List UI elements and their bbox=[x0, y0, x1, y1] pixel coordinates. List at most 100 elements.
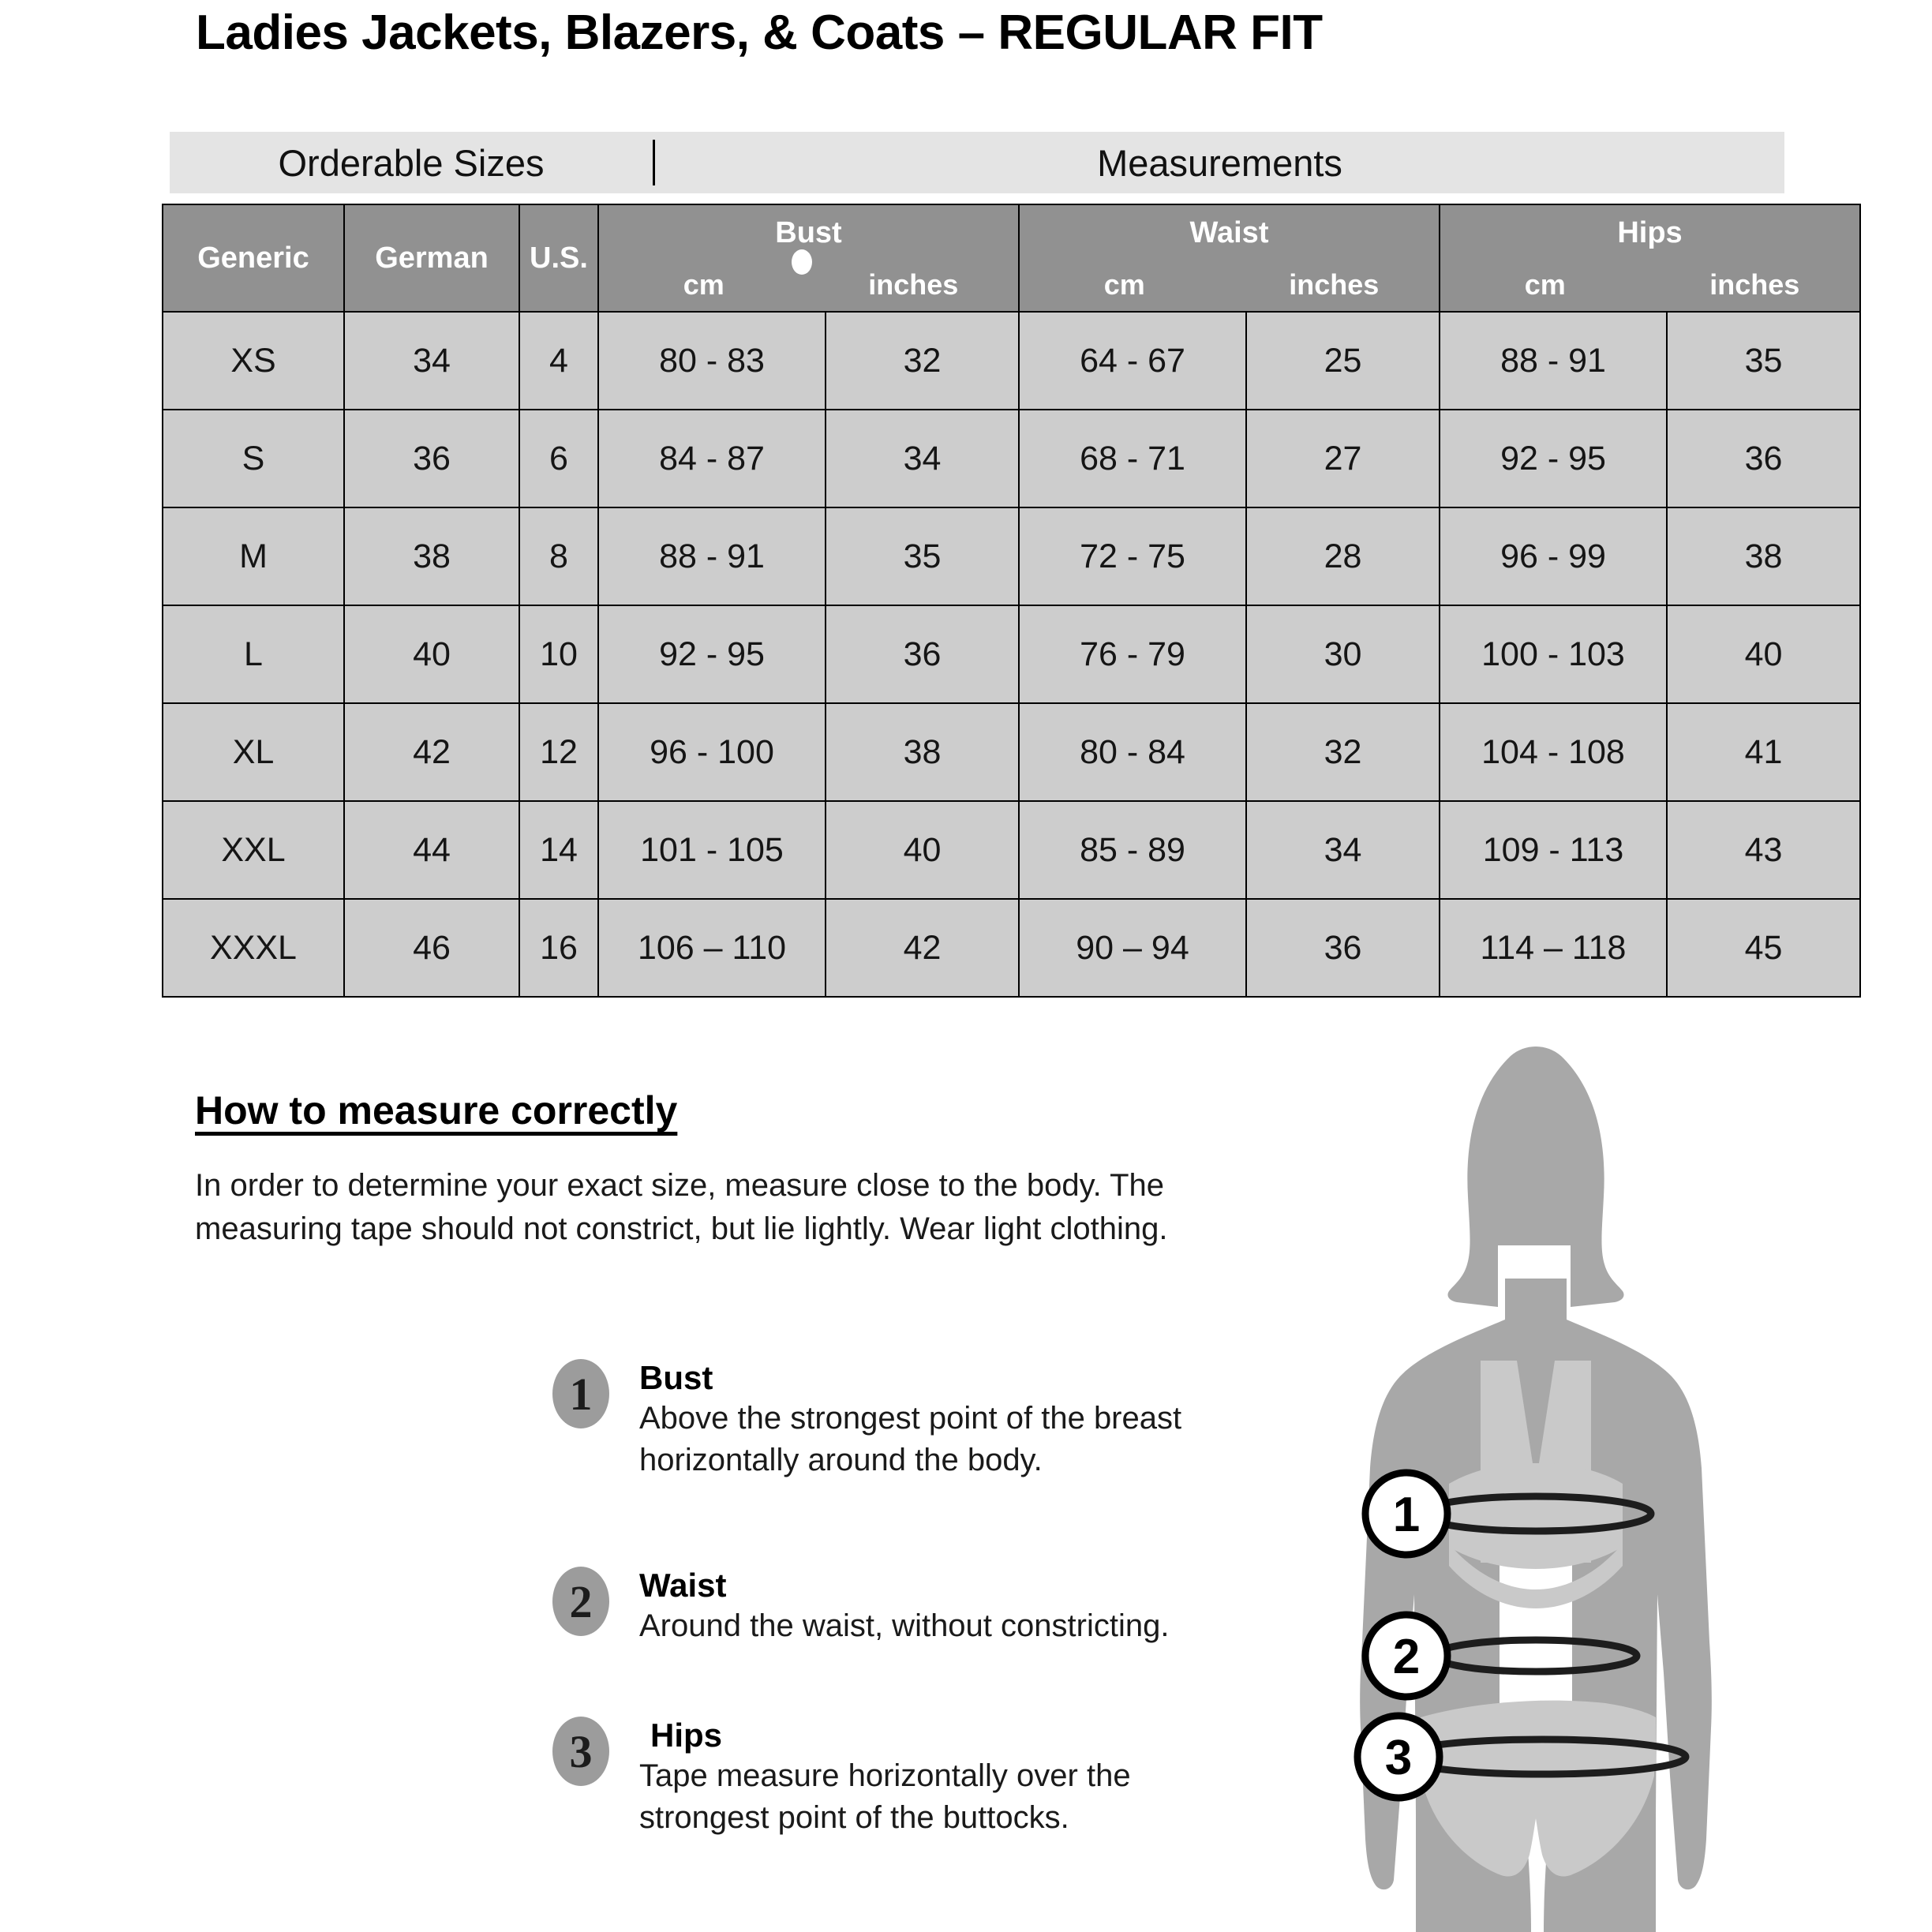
cell-waist-inches: 32 bbox=[1245, 702, 1440, 802]
garment-bra bbox=[1449, 1361, 1623, 1608]
cell-bust-cm: 84 - 87 bbox=[597, 409, 826, 508]
table-row: M 38 8 88 - 91 35 72 - 75 28 96 - 99 38 bbox=[162, 507, 1861, 606]
column-header-hips-cm: cm bbox=[1524, 268, 1566, 301]
cell-german: 36 bbox=[343, 409, 520, 508]
howto-heading: How to measure correctly bbox=[195, 1088, 678, 1133]
table-row: L 40 10 92 - 95 36 76 - 79 30 100 - 103 … bbox=[162, 605, 1861, 704]
step-label-waist: Waist bbox=[639, 1567, 727, 1604]
cell-german: 44 bbox=[343, 800, 520, 900]
bullet-dot-icon bbox=[791, 249, 812, 275]
measure-step-hips: 3 Hips Tape measure horizontally over th… bbox=[552, 1717, 1208, 1839]
cell-hips-cm: 109 - 113 bbox=[1439, 800, 1668, 900]
cell-generic: XXXL bbox=[162, 898, 345, 998]
female-silhouette-icon: 1 2 3 bbox=[1354, 1046, 1712, 1932]
step-label-hips: Hips bbox=[650, 1717, 723, 1754]
cell-waist-cm: 90 – 94 bbox=[1018, 898, 1247, 998]
garment-briefs bbox=[1421, 1700, 1656, 1877]
table-row: XXL 44 14 101 - 105 40 85 - 89 34 109 - … bbox=[162, 800, 1861, 900]
figure-callout-label-1: 1 bbox=[1393, 1488, 1420, 1542]
cell-bust-cm: 92 - 95 bbox=[597, 605, 826, 704]
cell-waist-cm: 85 - 89 bbox=[1018, 800, 1247, 900]
cell-waist-cm: 76 - 79 bbox=[1018, 605, 1247, 704]
cell-us: 16 bbox=[519, 898, 599, 998]
cell-bust-inches: 40 bbox=[825, 800, 1020, 900]
cell-us: 6 bbox=[519, 409, 599, 508]
step-badge-1: 1 bbox=[552, 1359, 609, 1428]
cell-waist-cm: 68 - 71 bbox=[1018, 409, 1247, 508]
table-row: S 36 6 84 - 87 34 68 - 71 27 92 - 95 36 bbox=[162, 409, 1861, 508]
column-header-generic: Generic bbox=[162, 204, 345, 313]
cell-us: 14 bbox=[519, 800, 599, 900]
size-chart-table: Generic German U.S. Bust cm inches Waist bbox=[162, 204, 1861, 998]
cell-bust-inches: 35 bbox=[825, 507, 1020, 606]
cell-waist-inches: 27 bbox=[1245, 409, 1440, 508]
cell-hips-cm: 96 - 99 bbox=[1439, 507, 1668, 606]
cell-waist-inches: 34 bbox=[1245, 800, 1440, 900]
cell-waist-cm: 72 - 75 bbox=[1018, 507, 1247, 606]
cell-bust-cm: 96 - 100 bbox=[597, 702, 826, 802]
howto-paragraph: In order to determine your exact size, m… bbox=[195, 1168, 1168, 1247]
column-header-bust-group: Bust cm inches bbox=[597, 204, 1020, 313]
column-header-bust-title: Bust bbox=[775, 216, 842, 249]
cell-bust-inches: 36 bbox=[825, 605, 1020, 704]
cell-german: 46 bbox=[343, 898, 520, 998]
cell-bust-inches: 42 bbox=[825, 898, 1020, 998]
column-header-bust-cm: cm bbox=[683, 268, 724, 301]
column-header-waist-title: Waist bbox=[1189, 216, 1269, 249]
cell-hips-inches: 43 bbox=[1666, 800, 1861, 900]
step-desc-hips: Tape measure horizontally over the stron… bbox=[639, 1758, 1131, 1835]
table-header-row: Generic German U.S. Bust cm inches Waist bbox=[162, 204, 1861, 313]
cell-german: 34 bbox=[343, 311, 520, 410]
column-header-hips-title: Hips bbox=[1617, 216, 1683, 249]
cell-hips-cm: 104 - 108 bbox=[1439, 702, 1668, 802]
figure-callout-label-3: 3 bbox=[1385, 1731, 1412, 1785]
table-row: XL 42 12 96 - 100 38 80 - 84 32 104 - 10… bbox=[162, 702, 1861, 802]
cell-waist-inches: 25 bbox=[1245, 311, 1440, 410]
cell-waist-inches: 36 bbox=[1245, 898, 1440, 998]
figure-callout-1: 1 bbox=[1361, 1469, 1451, 1559]
column-header-bust-inches: inches bbox=[868, 268, 959, 301]
cell-generic: S bbox=[162, 409, 345, 508]
cell-us: 12 bbox=[519, 702, 599, 802]
column-header-waist-inches: inches bbox=[1289, 268, 1380, 301]
table-header: Generic German U.S. Bust cm inches Waist bbox=[162, 204, 1861, 313]
cell-us: 4 bbox=[519, 311, 599, 410]
figure-callout-3: 3 bbox=[1354, 1712, 1443, 1802]
table-row: XS 34 4 80 - 83 32 64 - 67 25 88 - 91 35 bbox=[162, 311, 1861, 410]
measure-step-waist: 2 Waist Around the waist, without constr… bbox=[552, 1567, 1208, 1647]
cell-hips-cm: 100 - 103 bbox=[1439, 605, 1668, 704]
cell-hips-inches: 35 bbox=[1666, 311, 1861, 410]
cell-hips-inches: 41 bbox=[1666, 702, 1861, 802]
body-measurement-figure: 1 2 3 bbox=[1310, 1042, 1932, 1932]
column-header-waist-group: Waist cm inches bbox=[1018, 204, 1440, 313]
cell-generic: M bbox=[162, 507, 345, 606]
cell-hips-cm: 88 - 91 bbox=[1439, 311, 1668, 410]
cell-hips-inches: 40 bbox=[1666, 605, 1861, 704]
cell-hips-cm: 92 - 95 bbox=[1439, 409, 1668, 508]
cell-bust-inches: 34 bbox=[825, 409, 1020, 508]
cell-hips-inches: 38 bbox=[1666, 507, 1861, 606]
column-header-german: German bbox=[343, 204, 520, 313]
step-desc-bust: Above the strongest point of the breast … bbox=[639, 1401, 1182, 1477]
table-body: XS 34 4 80 - 83 32 64 - 67 25 88 - 91 35… bbox=[162, 311, 1861, 998]
cell-waist-cm: 64 - 67 bbox=[1018, 311, 1247, 410]
cell-generic: L bbox=[162, 605, 345, 704]
cell-us: 8 bbox=[519, 507, 599, 606]
cell-hips-cm: 114 – 118 bbox=[1439, 898, 1668, 998]
cell-german: 42 bbox=[343, 702, 520, 802]
banner-orderable-sizes: Orderable Sizes bbox=[278, 141, 545, 184]
cell-waist-cm: 80 - 84 bbox=[1018, 702, 1247, 802]
step-badge-3: 3 bbox=[552, 1717, 609, 1786]
column-header-hips-inches: inches bbox=[1709, 268, 1800, 301]
cell-hips-inches: 45 bbox=[1666, 898, 1861, 998]
cell-generic: XXL bbox=[162, 800, 345, 900]
page-title: Ladies Jackets, Blazers, & Coats – REGUL… bbox=[196, 6, 1323, 60]
cell-generic: XL bbox=[162, 702, 345, 802]
column-header-waist-cm: cm bbox=[1103, 268, 1145, 301]
table-group-banner: Orderable Sizes Measurements bbox=[170, 132, 1784, 193]
cell-hips-inches: 36 bbox=[1666, 409, 1861, 508]
cell-us: 10 bbox=[519, 605, 599, 704]
cell-bust-inches: 32 bbox=[825, 311, 1020, 410]
banner-divider bbox=[653, 140, 655, 185]
step-badge-2: 2 bbox=[552, 1567, 609, 1636]
